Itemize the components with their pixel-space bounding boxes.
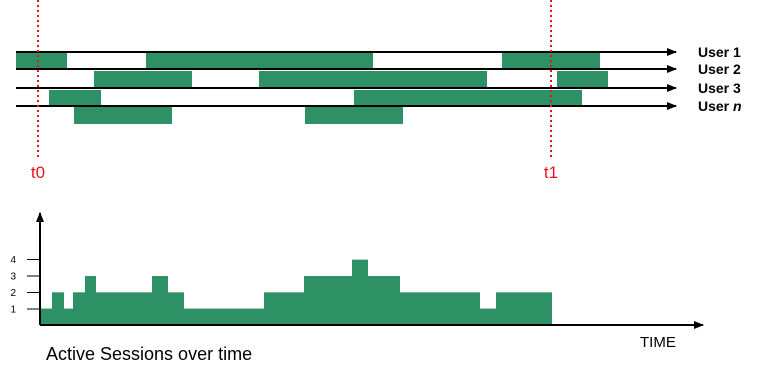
active-sessions-step-15 [480,308,496,325]
y-ticks: 1 2 3 4 [10,255,40,316]
active-sessions-step-7 [152,276,168,325]
user-label-4: User n [698,98,742,114]
user-label-2: User 2 [698,61,741,77]
active-sessions-step-14 [400,292,480,325]
active-sessions-step-16 [496,292,552,325]
y-tick-label-3: 3 [10,272,16,283]
chart-caption: Active Sessions over time [46,344,252,364]
active-sessions-step-12 [352,259,368,325]
active-sessions-step-8 [168,292,184,325]
session-bar-user-1-2 [146,52,373,69]
active-sessions-step-13 [368,276,400,325]
active-sessions-step-5 [85,276,96,325]
user-label-italic-4: n [733,98,742,114]
session-bar-user-2-3 [557,71,608,88]
session-bar-user-3-2 [354,90,582,107]
session-bar-user-4-2 [305,107,403,124]
marker-label-t1: t1 [544,163,558,182]
session-bar-user-2-2 [259,71,487,88]
session-bar-user-2-1 [94,71,192,88]
time-markers: t0 t1 [31,0,558,182]
active-sessions-chart: 1 2 3 4 TIME Active Sessions over time [10,212,704,364]
active-sessions-step-3 [64,308,73,325]
active-sessions-step-9 [184,308,264,325]
session-bar-user-3-1 [49,90,101,107]
active-sessions-step-1 [40,308,52,325]
session-bar-user-1-1 [16,52,67,69]
y-tick-label-4: 4 [10,255,16,266]
active-sessions-step-2 [52,292,64,325]
session-bars [16,52,608,124]
active-sessions-step-11 [304,276,352,325]
x-axis-label: TIME [640,334,676,351]
marker-label-t0: t0 [31,163,45,182]
active-sessions-area [40,259,552,325]
y-tick-label-1: 1 [10,305,16,316]
session-bar-user-4-1 [74,107,172,124]
user-label-3: User 3 [698,80,741,96]
user-label-1: User 1 [698,44,741,60]
user-lines [16,48,677,110]
active-sessions-step-4 [73,292,85,325]
active-sessions-step-10 [264,292,304,325]
active-sessions-step-6 [96,292,152,325]
y-tick-label-2: 2 [10,288,16,299]
